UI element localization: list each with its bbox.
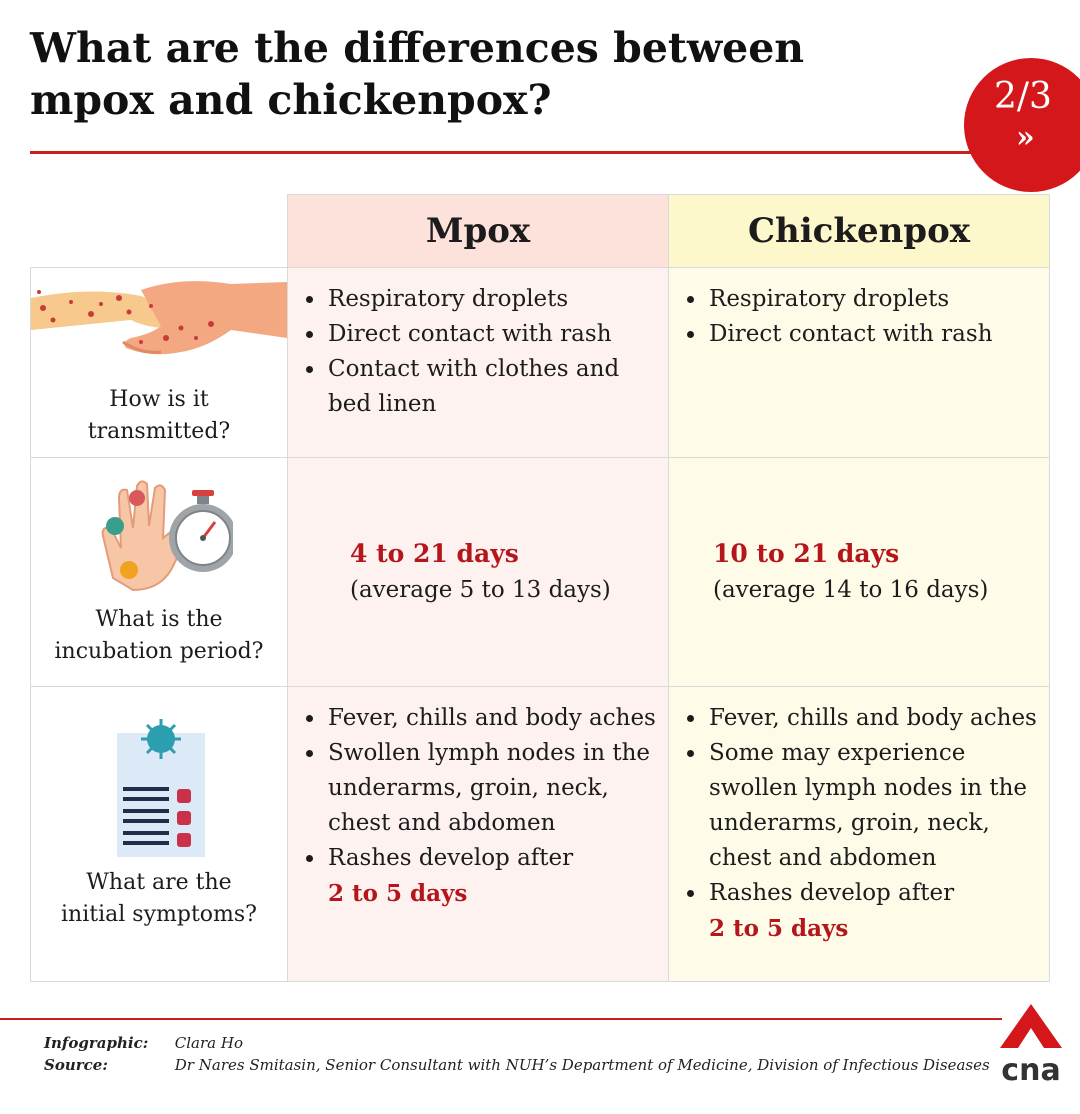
mpox-header-label: Mpox xyxy=(425,211,531,251)
table-row: What are the initial symptoms? Fever, ch… xyxy=(30,686,1050,982)
list-item: Respiratory droplets xyxy=(326,282,658,317)
source-label: Source: xyxy=(44,1056,108,1074)
question-line: incubation period? xyxy=(54,639,264,664)
source-credit: Source: Dr Nares Smitasin, Senior Consul… xyxy=(44,1056,990,1074)
page-indicator: 2/3 xyxy=(994,76,1052,117)
cna-logo: cna xyxy=(1000,1004,1062,1084)
page-title: What are the differences between mpox an… xyxy=(30,24,805,124)
infographic-label: Infographic: xyxy=(44,1034,149,1052)
mpox-symptoms-cell: Fever, chills and body aches Swollen lym… xyxy=(287,686,669,982)
list-item: Direct contact with rash xyxy=(707,317,1039,352)
list-item: Fever, chills and body aches xyxy=(326,701,662,736)
handshake-rash-icon xyxy=(31,281,287,355)
logo-text: cna xyxy=(1001,1053,1060,1084)
chickenpox-incubation-average: (average 14 to 16 days) xyxy=(713,577,989,603)
chickenpox-header-label: Chickenpox xyxy=(747,211,971,251)
list-item: Some may experience swollen lymph nodes … xyxy=(707,736,1043,876)
column-header-chickenpox: Chickenpox xyxy=(668,194,1050,268)
list-item: Rashes develop after 2 to 5 days xyxy=(707,876,1043,947)
rash-text: Rashes develop after xyxy=(709,880,955,906)
corner-cell xyxy=(30,194,288,268)
table-row: What is the incubation period? 4 to 21 d… xyxy=(30,457,1050,687)
title-divider xyxy=(30,151,990,154)
rash-text: Rashes develop after xyxy=(328,845,574,871)
list-item: Respiratory droplets xyxy=(707,282,1039,317)
mpox-transmission-cell: Respiratory droplets Direct contact with… xyxy=(287,267,669,458)
column-header-mpox: Mpox xyxy=(287,194,669,268)
question-line: What is the xyxy=(95,607,223,632)
question-line: What are the xyxy=(86,870,232,895)
list-item: Direct contact with rash xyxy=(326,317,658,352)
chickenpox-symptoms-cell: Fever, chills and body aches Some may ex… xyxy=(668,686,1050,982)
row-label-incubation: What is the incubation period? xyxy=(30,457,288,687)
list-item: Rashes develop after 2 to 5 days xyxy=(326,841,662,912)
list-item: Fever, chills and body aches xyxy=(707,701,1043,736)
chickenpox-incubation-cell: 10 to 21 days (average 14 to 16 days) xyxy=(668,457,1050,687)
source-text: Dr Nares Smitasin, Senior Consultant wit… xyxy=(174,1056,990,1074)
next-arrow-icon: » xyxy=(1016,120,1035,155)
row-label-symptoms: What are the initial symptoms? xyxy=(30,686,288,982)
mpox-incubation-cell: 4 to 21 days (average 5 to 13 days) xyxy=(287,457,669,687)
question-line: transmitted? xyxy=(87,419,231,444)
hand-virus-stopwatch-icon xyxy=(101,480,233,592)
question-line: How is it xyxy=(109,387,209,412)
mpox-incubation-range: 4 to 21 days xyxy=(350,539,519,568)
row-label-transmission: How is it transmitted? xyxy=(30,267,288,458)
chickenpox-rash-days: 2 to 5 days xyxy=(709,915,849,942)
infographic-credit: Infographic: Clara Ho xyxy=(44,1034,243,1052)
list-item: Contact with clothes and bed linen xyxy=(326,352,658,422)
comparison-table: Mpox Chickenpox How is it t xyxy=(30,194,1050,982)
mpox-incubation-average: (average 5 to 13 days) xyxy=(350,577,611,603)
chickenpox-transmission-cell: Respiratory droplets Direct contact with… xyxy=(668,267,1050,458)
mpox-rash-days: 2 to 5 days xyxy=(328,880,468,907)
table-row: How is it transmitted? Respiratory dropl… xyxy=(30,267,1050,458)
symptom-checklist-icon xyxy=(117,719,205,857)
chickenpox-incubation-range: 10 to 21 days xyxy=(713,539,900,568)
next-page-badge[interactable]: 2/3 » xyxy=(964,58,1080,192)
footer-divider xyxy=(0,1018,1002,1020)
list-item: Swollen lymph nodes in the underarms, gr… xyxy=(326,736,662,841)
infographic-author: Clara Ho xyxy=(174,1034,243,1052)
question-line: initial symptoms? xyxy=(61,902,257,927)
